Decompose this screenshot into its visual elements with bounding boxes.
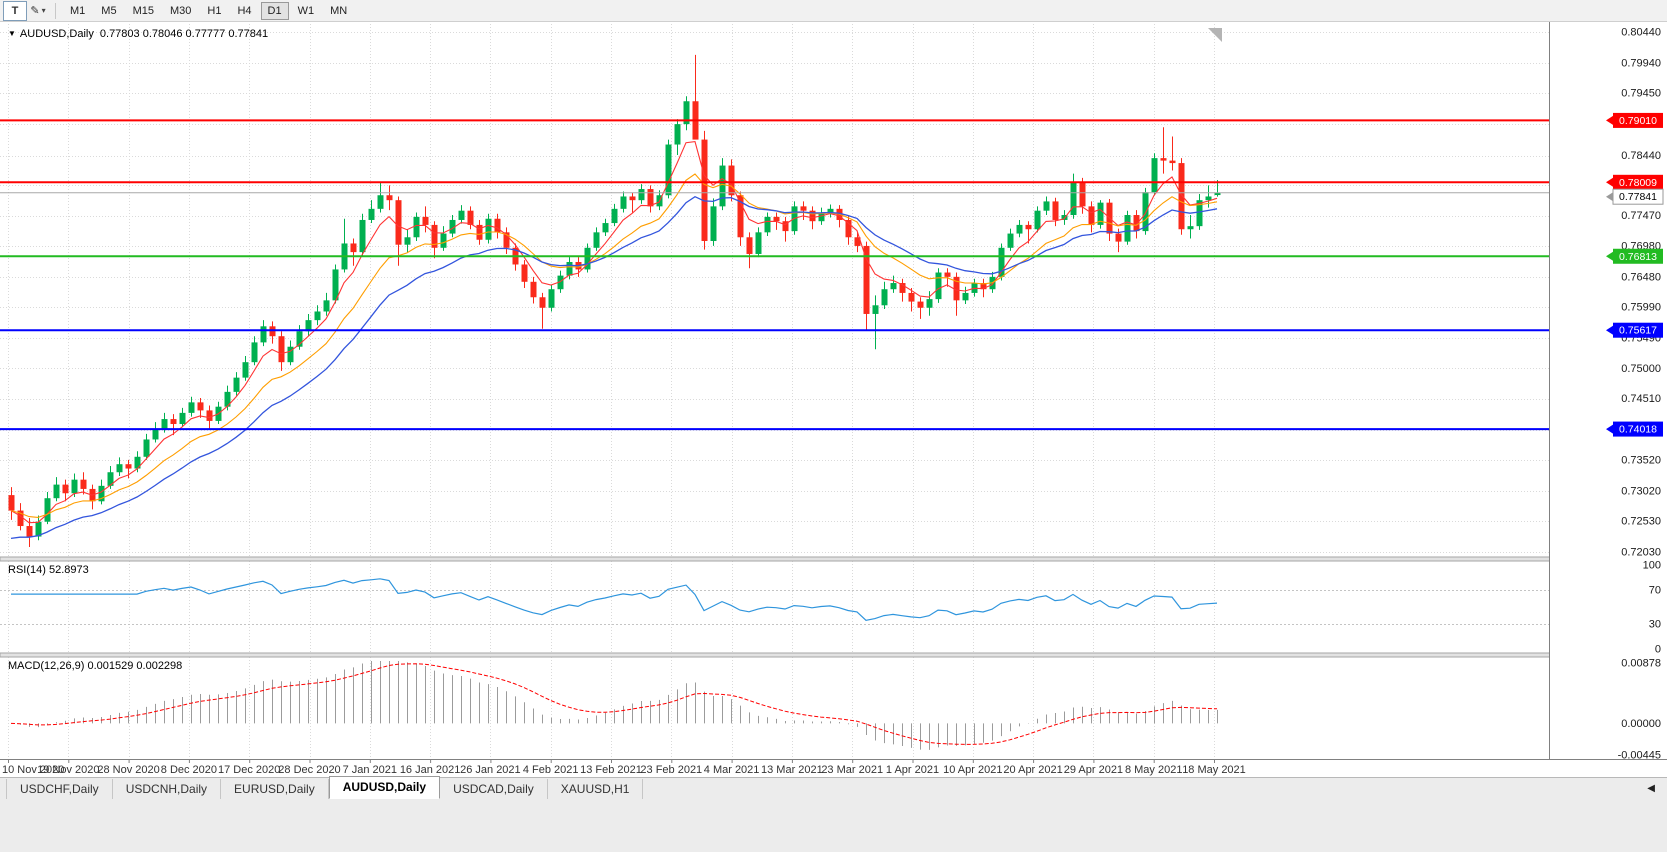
- svg-text:0.79450: 0.79450: [1621, 88, 1661, 100]
- candles: [8, 54, 1221, 548]
- ma-medium-orange-line: [10, 173, 1218, 518]
- svg-text:0.77841: 0.77841: [1619, 191, 1657, 203]
- svg-text:0.73520: 0.73520: [1621, 454, 1661, 466]
- svg-text:0.78009: 0.78009: [1619, 177, 1657, 189]
- svg-text:1 Apr 2021: 1 Apr 2021: [886, 764, 939, 776]
- window-bottom-area: [0, 799, 1667, 852]
- svg-text:10 Nov 2020: 10 Nov 2020: [2, 764, 64, 776]
- chart-tab-eurusd[interactable]: EURUSD,Daily: [221, 779, 329, 799]
- rsi-line: [11, 578, 1218, 621]
- svg-text:-0.00445: -0.00445: [1618, 750, 1661, 762]
- svg-text:29 Apr 2021: 29 Apr 2021: [1064, 764, 1123, 776]
- svg-text:28 Nov 2020: 28 Nov 2020: [97, 764, 159, 776]
- draw-tool-button[interactable]: ✎ ▾: [27, 2, 49, 20]
- svg-text:0.73020: 0.73020: [1621, 485, 1661, 497]
- grid-lines: [0, 24, 1549, 759]
- svg-text:20 Apr 2021: 20 Apr 2021: [1003, 764, 1062, 776]
- svg-text:0.00878: 0.00878: [1621, 658, 1661, 670]
- svg-text:0.74510: 0.74510: [1621, 393, 1661, 405]
- svg-text:100: 100: [1643, 560, 1661, 572]
- pane-separator-macd[interactable]: [0, 652, 1667, 658]
- chart-tab-usdchf[interactable]: USDCHF,Daily: [6, 779, 113, 799]
- timeframe-button-d1[interactable]: D1: [260, 1, 289, 20]
- svg-text:0.76480: 0.76480: [1621, 271, 1661, 283]
- svg-text:0.77470: 0.77470: [1621, 210, 1661, 222]
- svg-text:0.75617: 0.75617: [1619, 325, 1657, 337]
- toolbar-separator: [55, 2, 56, 19]
- chevron-down-icon: ▾: [41, 6, 46, 15]
- chart-tab-usdcad[interactable]: USDCAD,Daily: [440, 779, 548, 799]
- macd-histogram: [20, 661, 1218, 750]
- horizontal-level-lines[interactable]: [0, 119, 1549, 431]
- svg-text:0: 0: [1655, 644, 1661, 656]
- chart-tabs-bar: USDCHF,Daily USDCNH,Daily EURUSD,Daily AUDU…: [0, 776, 1667, 799]
- pane-separator-rsi[interactable]: [0, 556, 1667, 562]
- timeframe-button-h1[interactable]: H1: [207, 4, 222, 17]
- price-chart-canvas[interactable]: 0.804400.799400.794500.784400.774700.769…: [0, 22, 1667, 777]
- svg-text:0.79010: 0.79010: [1619, 115, 1657, 127]
- chart-tab-xauusd[interactable]: XAUUSD,H1: [548, 779, 644, 799]
- price-axis-panel[interactable]: [1549, 22, 1667, 777]
- svg-text:8 Dec 2020: 8 Dec 2020: [161, 764, 217, 776]
- ma-fast-red-line: [10, 140, 1218, 524]
- timeframe-button-mn[interactable]: MN: [330, 4, 348, 17]
- toolbar: T ✎ ▾ M1 M5 M15 M30 H1 H4 D1 W1 MN: [0, 0, 1667, 22]
- chart-tab-usdcnh[interactable]: USDCNH,Daily: [113, 779, 222, 799]
- svg-text:0.72530: 0.72530: [1621, 516, 1661, 528]
- timeframe-button-m15[interactable]: M15: [132, 4, 154, 17]
- svg-text:10 Apr 2021: 10 Apr 2021: [943, 764, 1002, 776]
- macd-indicator-label: MACD(12,26,9) 0.001529 0.002298: [8, 660, 183, 672]
- ma-slow-blue-line: [10, 195, 1218, 540]
- svg-text:28 Dec 2020: 28 Dec 2020: [278, 764, 340, 776]
- macd-signal-line: [10, 663, 1218, 745]
- timeframe-buttons: M1 M5 M15 M30 H1 H4 D1 W1 MN: [62, 1, 355, 20]
- chart-title-symbol: AUDUSD,Daily: [19, 28, 94, 40]
- svg-text:7 Jan 2021: 7 Jan 2021: [343, 764, 397, 776]
- collapse-triangle-icon[interactable]: ▼: [8, 29, 16, 38]
- svg-text:0.00000: 0.00000: [1621, 718, 1661, 730]
- chart-title-ohlc: 0.77803 0.78046 0.77777 0.77841: [99, 28, 269, 40]
- svg-text:16 Jan 2021: 16 Jan 2021: [400, 764, 461, 776]
- timeframe-button-m30[interactable]: M30: [169, 4, 192, 17]
- chart-type-button[interactable]: T: [3, 0, 27, 21]
- price-axis-labels: 0.804400.799400.794500.784400.774700.769…: [1606, 27, 1664, 762]
- timeframe-button-m5[interactable]: M5: [101, 4, 117, 17]
- svg-text:23 Feb 2021: 23 Feb 2021: [640, 764, 702, 776]
- svg-text:13 Feb 2021: 13 Feb 2021: [580, 764, 642, 776]
- pencil-icon: ✎: [30, 5, 40, 17]
- svg-text:4 Feb 2021: 4 Feb 2021: [523, 764, 579, 776]
- chart-shift-marker-icon[interactable]: [1208, 28, 1222, 42]
- svg-text:0.74018: 0.74018: [1619, 424, 1657, 436]
- chart-tabs-list: USDCHF,Daily USDCNH,Daily EURUSD,Daily AUDU…: [6, 776, 644, 799]
- svg-text:19 Nov 2020: 19 Nov 2020: [37, 764, 99, 776]
- svg-text:8 May 2021: 8 May 2021: [1125, 764, 1182, 776]
- svg-text:70: 70: [1649, 585, 1661, 597]
- svg-text:0.78440: 0.78440: [1621, 150, 1661, 162]
- chart-tab-audusd[interactable]: AUDUSD,Daily: [328, 776, 441, 799]
- svg-text:0.79940: 0.79940: [1621, 57, 1661, 69]
- tab-scroll-left-icon[interactable]: ◀: [1647, 783, 1655, 794]
- timeframe-button-m1[interactable]: M1: [70, 4, 86, 17]
- svg-text:17 Dec 2020: 17 Dec 2020: [218, 764, 280, 776]
- svg-text:26 Jan 2021: 26 Jan 2021: [460, 764, 521, 776]
- svg-text:30: 30: [1649, 618, 1661, 630]
- svg-text:4 Mar 2021: 4 Mar 2021: [704, 764, 760, 776]
- rsi-indicator-label: RSI(14) 52.8973: [8, 564, 89, 576]
- svg-text:0.75000: 0.75000: [1621, 363, 1661, 375]
- svg-text:0.80440: 0.80440: [1621, 27, 1661, 39]
- svg-text:23 Mar 2021: 23 Mar 2021: [821, 764, 883, 776]
- chart-symbol-title: ▼ AUDUSD,Daily 0.77803 0.78046 0.77777 0.7…: [8, 28, 268, 40]
- svg-text:13 Mar 2021: 13 Mar 2021: [761, 764, 823, 776]
- timeframe-button-h4[interactable]: H4: [237, 4, 252, 17]
- svg-text:18 May 2021: 18 May 2021: [1182, 764, 1246, 776]
- svg-text:0.75990: 0.75990: [1621, 302, 1661, 314]
- timeframe-button-w1[interactable]: W1: [297, 4, 315, 17]
- svg-text:0.76813: 0.76813: [1619, 251, 1657, 263]
- chart-area[interactable]: 0.80440 0.79940 0.79450 0.78440 0.77470 0.769…: [0, 22, 1667, 777]
- svg-text:0.72030: 0.72030: [1621, 546, 1661, 558]
